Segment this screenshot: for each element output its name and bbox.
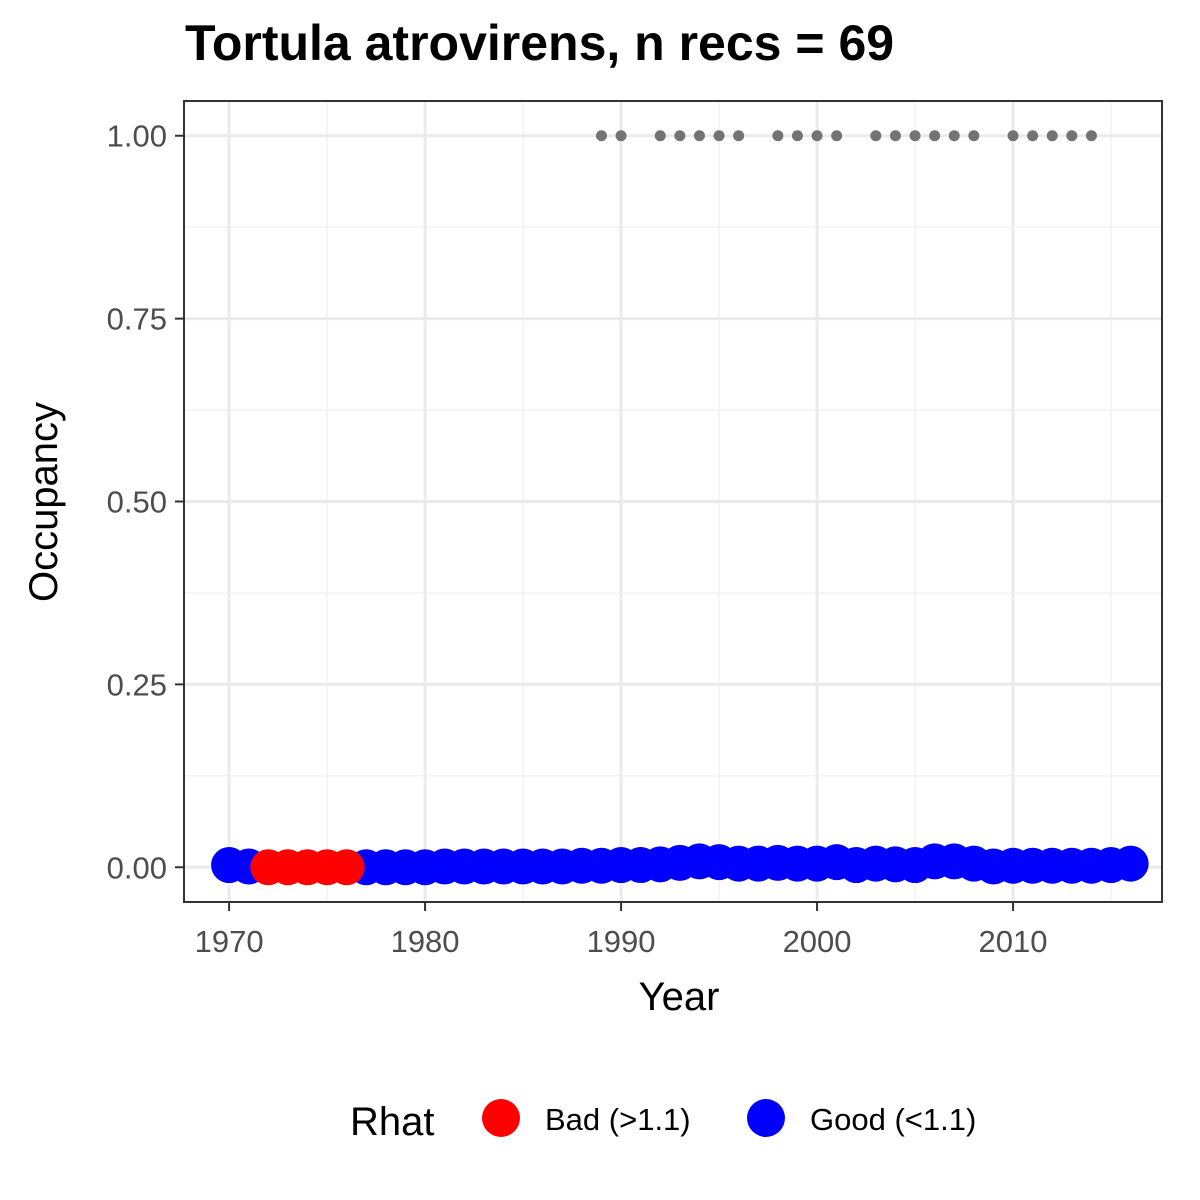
y-axis-label: Occupancy: [22, 402, 66, 602]
record-point: [870, 130, 882, 142]
record-point: [909, 130, 921, 142]
record-point: [948, 130, 960, 142]
bad-point: [328, 849, 365, 886]
legend-title: Rhat: [350, 1100, 435, 1144]
x-tick-label: 1980: [391, 924, 460, 959]
x-axis: 1970 1980 1990 2000 2010: [195, 902, 1048, 959]
y-axis: 0.00 0.25 0.50 0.75 1.00: [107, 119, 184, 885]
record-point: [929, 130, 941, 142]
record-point: [968, 130, 980, 142]
x-axis-label: Year: [639, 975, 720, 1019]
y-tick-label: 0.50: [107, 485, 167, 520]
record-point: [889, 130, 901, 142]
record-point: [615, 130, 627, 142]
record-point: [772, 130, 784, 142]
y-tick-label: 0.25: [107, 667, 167, 702]
occupancy-points: [211, 843, 1149, 886]
record-point: [811, 130, 823, 142]
record-point: [1046, 130, 1058, 142]
legend-swatch-bad: [482, 1099, 520, 1137]
record-point: [595, 130, 607, 142]
legend: Rhat Bad (>1.1) Good (<1.1): [350, 1099, 976, 1144]
legend-label-bad: Bad (>1.1): [545, 1102, 691, 1137]
y-tick-label: 0.75: [107, 302, 167, 337]
record-point: [831, 130, 843, 142]
record-point: [674, 130, 686, 142]
x-tick-label: 1970: [195, 924, 264, 959]
x-tick-label: 2000: [783, 924, 852, 959]
record-point: [733, 130, 745, 142]
record-point: [693, 130, 705, 142]
y-tick-label: 0.00: [107, 850, 167, 885]
chart-title: Tortula atrovirens, n recs = 69: [185, 15, 895, 71]
y-tick-label: 1.00: [107, 119, 167, 154]
record-point: [1085, 130, 1097, 142]
record-point: [1007, 130, 1019, 142]
legend-swatch-good: [747, 1099, 785, 1137]
record-point: [654, 130, 666, 142]
record-point: [1027, 130, 1039, 142]
x-tick-label: 2010: [979, 924, 1048, 959]
record-point: [791, 130, 803, 142]
legend-label-good: Good (<1.1): [810, 1102, 976, 1137]
record-point: [1066, 130, 1078, 142]
good-point: [1112, 845, 1149, 882]
record-point: [713, 130, 725, 142]
record-points: [595, 130, 1097, 142]
grid-minor: [184, 101, 1162, 902]
x-tick-label: 1990: [587, 924, 656, 959]
